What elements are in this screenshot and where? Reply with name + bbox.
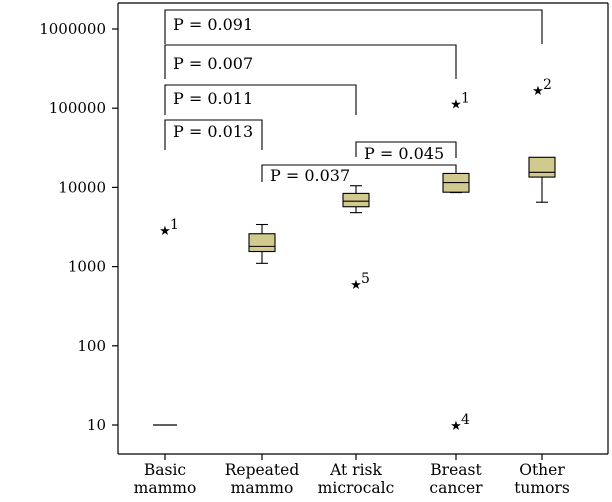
category-label: Repeated — [225, 461, 300, 479]
comparison-bracket — [164, 9, 543, 44]
outlier-star-icon: ★ — [350, 278, 362, 293]
comparison-brackets: P = 0.091 P = 0.007 P = 0.011 P = 0.013 P = … — [164, 9, 543, 185]
category-label: mammo — [134, 479, 197, 497]
category-label: Breast — [430, 461, 482, 479]
box-1 — [248, 223, 276, 264]
outlier-star-icon: ★ — [532, 84, 544, 99]
boxes — [153, 156, 556, 426]
category-label: mammo — [231, 479, 294, 497]
box-rect — [342, 192, 370, 208]
outlier-label: 2 — [543, 77, 552, 93]
axes: 10 100 1000 10000 100000 1000000 — [39, 2, 609, 460]
category-label: At risk — [329, 461, 382, 479]
comparison-bracket — [164, 44, 457, 79]
category-label: Basic — [144, 461, 186, 479]
category-label: microcalc — [318, 479, 395, 497]
box-2 — [342, 185, 370, 214]
y-tick-label: 100 — [77, 337, 106, 355]
box-rect — [528, 156, 556, 178]
p-value-label: P = 0.091 — [173, 15, 253, 34]
y-tick-label: 10000 — [58, 178, 106, 196]
p-value-label: P = 0.045 — [364, 144, 444, 163]
outlier-label: 5 — [361, 271, 370, 287]
outlier-star-icon: ★ — [159, 224, 171, 239]
comparison-bracket — [355, 141, 457, 158]
category-label: cancer — [429, 479, 483, 497]
p-value-label: P = 0.007 — [173, 54, 253, 73]
box-rect — [248, 233, 276, 253]
outliers: ★ 1★ 5★ 1★ 4★ 2 — [159, 77, 552, 434]
y-tick-label: 100000 — [49, 99, 106, 117]
p-value-label: P = 0.037 — [270, 166, 350, 185]
category-label: tumors — [514, 479, 570, 497]
comparison-bracket — [164, 84, 357, 115]
category-label: Other — [519, 461, 565, 479]
box-4 — [528, 156, 556, 203]
box-3 — [442, 172, 470, 194]
y-tick-label: 1000 — [68, 258, 106, 276]
outlier-label: 1 — [461, 90, 470, 106]
outlier-star-icon: ★ — [450, 97, 462, 112]
y-tick-label: 1000000 — [39, 20, 106, 38]
p-value-label: P = 0.011 — [173, 89, 253, 108]
outlier-star-icon: ★ — [450, 419, 462, 434]
y-tick-label: 10 — [87, 416, 106, 434]
comparison-bracket — [261, 164, 457, 182]
comparison-bracket — [164, 119, 263, 150]
outlier-label: 4 — [461, 412, 470, 428]
p-value-label: P = 0.013 — [173, 122, 253, 141]
outlier-label: 1 — [170, 217, 179, 233]
